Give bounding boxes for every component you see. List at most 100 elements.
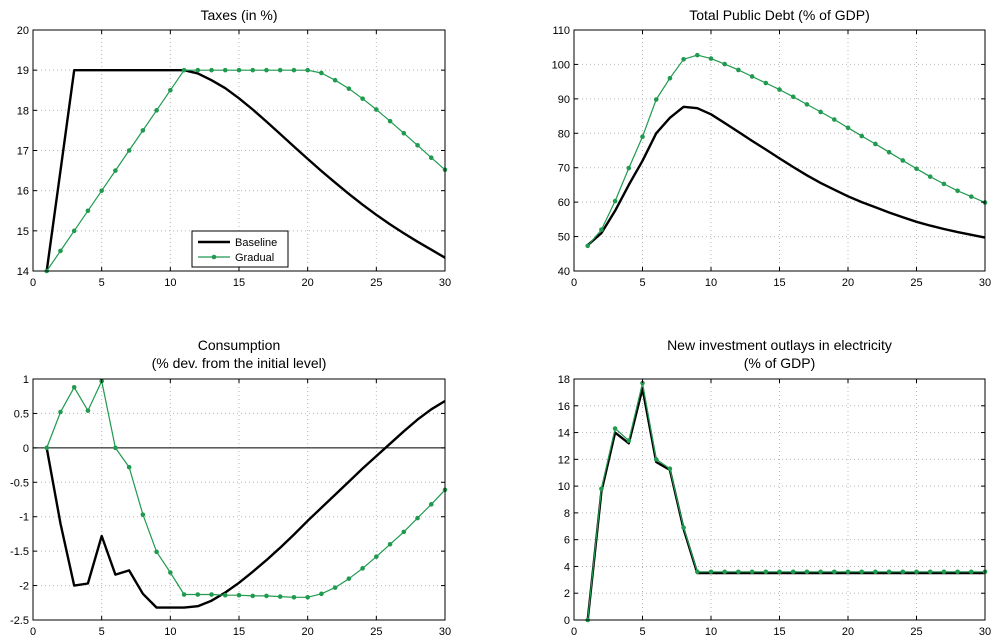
- data-point-gradual: [818, 109, 823, 115]
- data-point-gradual: [236, 592, 242, 598]
- y-tick-label: 60: [558, 197, 570, 209]
- data-point-gradual: [305, 67, 310, 73]
- y-tick-label: -0.5: [10, 477, 29, 489]
- data-point-gradual: [71, 384, 77, 390]
- y-tick-label: 15: [17, 226, 29, 238]
- y-tick-label: 90: [558, 94, 570, 106]
- y-tick-label: -1.5: [10, 546, 29, 558]
- data-point-gradual: [832, 569, 837, 575]
- data-point-gradual: [804, 569, 810, 575]
- data-point-gradual: [374, 554, 379, 559]
- data-point-gradual: [415, 515, 420, 521]
- data-point-gradual: [873, 569, 878, 575]
- x-tick-label: 10: [164, 277, 176, 289]
- y-tick-label: 70: [558, 163, 570, 175]
- data-point-gradual: [126, 148, 132, 153]
- data-point-gradual: [58, 409, 63, 415]
- data-point-gradual: [154, 549, 159, 555]
- y-tick-label: 100: [552, 59, 570, 71]
- x-tick-label: 25: [910, 277, 922, 289]
- data-point-gradual: [695, 52, 700, 58]
- data-point-gradual: [790, 569, 796, 575]
- data-point-gradual: [722, 61, 727, 67]
- data-point-gradual: [44, 445, 50, 451]
- data-point-gradual: [667, 466, 673, 472]
- x-tick-label: 20: [302, 277, 314, 289]
- series-line-baseline: [45, 399, 446, 609]
- data-point-gradual: [195, 592, 201, 597]
- data-point-gradual: [653, 97, 659, 102]
- y-tick-label: 16: [17, 186, 29, 198]
- data-point-gradual: [626, 438, 632, 443]
- data-point-gradual: [195, 67, 201, 73]
- y-tick-label: 110: [552, 25, 570, 37]
- data-point-gradual: [113, 445, 118, 451]
- data-point-gradual: [955, 569, 960, 575]
- data-point-gradual: [85, 208, 91, 214]
- x-tick-label: 10: [705, 626, 717, 638]
- x-tick-label: 0: [571, 277, 577, 289]
- data-point-gradual: [640, 380, 645, 386]
- legend-label: Baseline: [235, 237, 277, 249]
- data-point-gradual: [291, 67, 297, 73]
- chart-title: Consumption: [198, 337, 281, 353]
- data-point-gradual: [319, 70, 324, 76]
- legend-label: Gradual: [235, 252, 274, 264]
- y-tick-label: 12: [558, 454, 570, 466]
- x-tick-label: 20: [842, 626, 854, 638]
- legend: Baseline Gradual: [191, 230, 289, 268]
- y-tick-label: 20: [17, 25, 29, 37]
- legend-box: [191, 230, 289, 268]
- x-tick-label: 0: [571, 626, 577, 638]
- chart-title: New investment outlays in electricity: [667, 337, 892, 353]
- data-point-gradual: [708, 569, 714, 575]
- data-point-gradual: [113, 168, 118, 173]
- data-point-gradual: [941, 181, 947, 187]
- chart-subtitle: (% of GDP): [744, 355, 816, 371]
- series-line-gradual: [46, 380, 446, 598]
- data-point-gradual: [428, 502, 434, 507]
- data-point-gradual: [790, 94, 796, 100]
- series-line-gradual: [587, 54, 986, 247]
- data-point-gradual: [859, 569, 864, 575]
- data-point-gradual: [626, 165, 632, 171]
- series-line-gradual: [46, 69, 446, 272]
- x-tick-label: 0: [30, 277, 36, 289]
- data-point-gradual: [58, 248, 63, 254]
- x-tick-label: 30: [439, 626, 451, 638]
- x-tick-label: 30: [979, 626, 991, 638]
- data-point-gradual: [85, 408, 91, 413]
- data-point-gradual: [886, 149, 892, 155]
- chart-panel-2: 0 5 10 15 20 25 30 40 50 60 70 80 90 100 110 Total Publ…: [552, 7, 991, 289]
- data-point-gradual: [969, 569, 974, 575]
- data-point-gradual: [941, 569, 947, 575]
- y-tick-label: 18: [558, 374, 570, 386]
- data-point-gradual: [401, 529, 407, 535]
- legend-marker: [211, 254, 217, 260]
- y-tick-label: 1: [23, 374, 29, 386]
- y-tick-label: -1: [19, 512, 29, 524]
- data-point-gradual: [140, 512, 146, 517]
- data-point-gradual: [222, 67, 228, 73]
- x-tick-label: 5: [639, 277, 645, 289]
- chart-panel-1: 0 5 10 15 20 25 30 14 15 16 17 18 19 20 Taxes (in %) Ba…: [17, 7, 451, 289]
- y-tick-label: 0: [23, 443, 29, 455]
- data-point-gradual: [387, 541, 393, 547]
- data-point-gradual: [209, 592, 214, 597]
- data-point-gradual: [667, 75, 673, 81]
- x-tick-label: 5: [639, 626, 645, 638]
- data-point-gradual: [250, 593, 256, 599]
- y-tick-label: 10: [558, 481, 570, 493]
- data-point-gradual: [599, 486, 604, 492]
- y-tick-label: 14: [17, 266, 29, 278]
- data-point-gradual: [612, 198, 618, 204]
- x-tick-label: 10: [164, 626, 176, 638]
- data-point-gradual: [681, 525, 686, 530]
- data-point-gradual: [291, 594, 297, 600]
- y-tick-label: 16: [558, 401, 570, 413]
- x-tick-label: 10: [705, 277, 717, 289]
- data-point-gradual: [154, 108, 159, 113]
- data-point-gradual: [401, 130, 407, 136]
- data-point-gradual: [722, 569, 727, 575]
- data-point-gradual: [749, 74, 755, 79]
